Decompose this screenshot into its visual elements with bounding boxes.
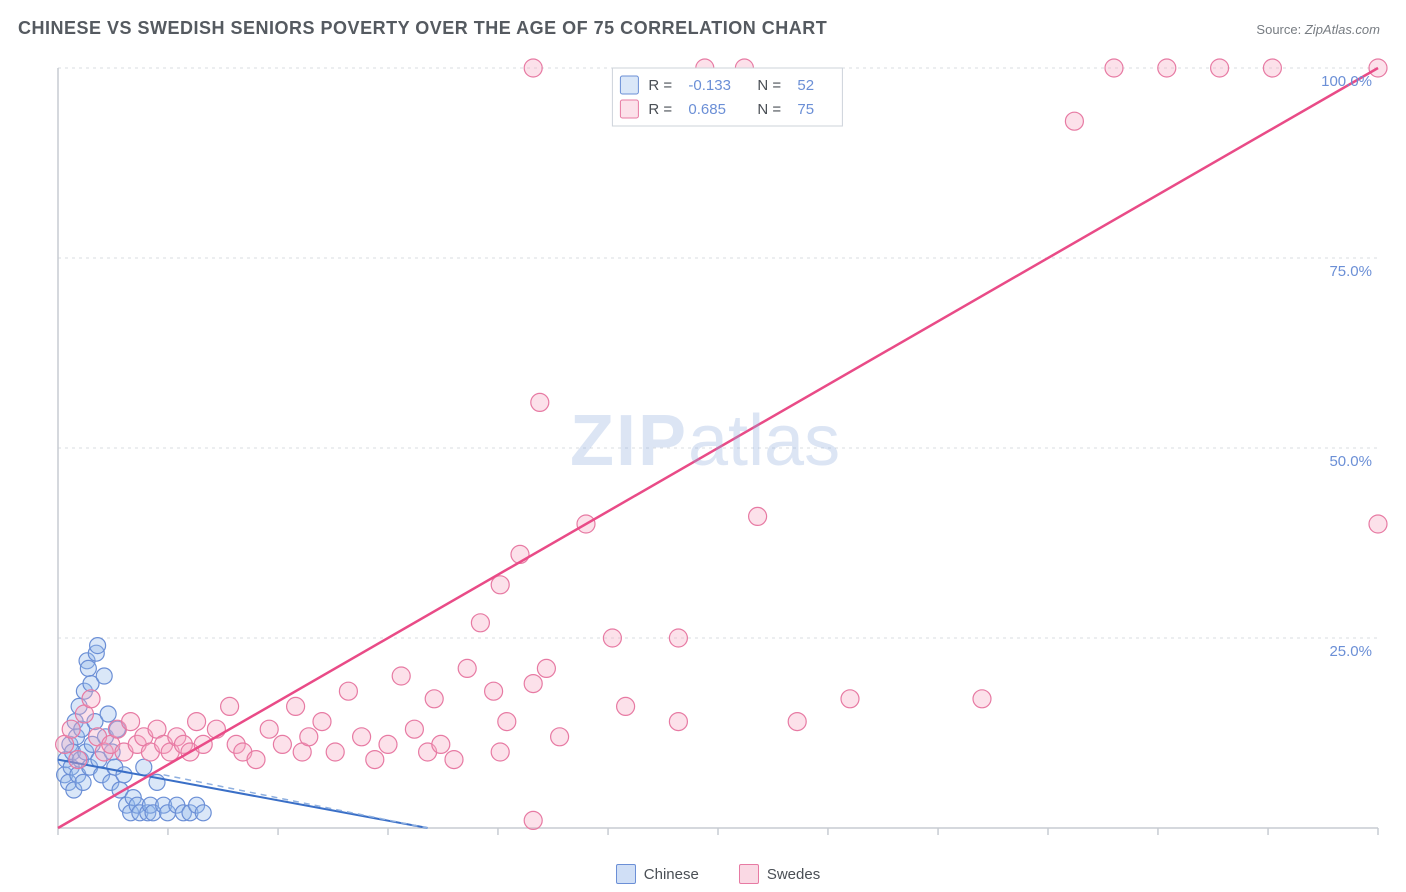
source-value: ZipAtlas.com (1305, 22, 1380, 37)
legend-bottom: Chinese Swedes (48, 862, 1388, 886)
svg-text:52: 52 (797, 77, 814, 94)
svg-text:100.0%: 100.0% (1327, 837, 1378, 838)
svg-text:0.685: 0.685 (688, 101, 726, 118)
svg-text:N =: N = (757, 77, 781, 94)
legend-swatch (616, 864, 636, 884)
legend-label: Swedes (767, 866, 820, 883)
legend-item-chinese: Chinese (616, 864, 699, 884)
svg-text:50.0%: 50.0% (1329, 453, 1372, 470)
svg-text:-0.133: -0.133 (688, 77, 731, 94)
svg-text:75: 75 (797, 101, 814, 118)
svg-text:0.0%: 0.0% (58, 837, 92, 838)
source-credit: Source: ZipAtlas.com (1256, 22, 1380, 37)
legend-item-swedes: Swedes (739, 864, 820, 884)
svg-text:R =: R = (648, 101, 672, 118)
svg-text:R =: R = (648, 77, 672, 94)
chart-title: CHINESE VS SWEDISH SENIORS POVERTY OVER … (18, 18, 827, 39)
svg-text:100.0%: 100.0% (1321, 73, 1372, 90)
legend-label: Chinese (644, 866, 699, 883)
legend-swatch (739, 864, 759, 884)
svg-text:25.0%: 25.0% (1329, 643, 1372, 660)
svg-text:75.0%: 75.0% (1329, 263, 1372, 280)
chart-svg: R = -0.133 N = 52 R = 0.685 N = 75 0.0% 100.0% 25.… (48, 58, 1388, 838)
svg-text:N =: N = (757, 101, 781, 118)
chart-plot: R = -0.133 N = 52 R = 0.685 N = 75 0.0% 100.0% 25.… (48, 58, 1388, 838)
source-label: Source: (1256, 22, 1301, 37)
